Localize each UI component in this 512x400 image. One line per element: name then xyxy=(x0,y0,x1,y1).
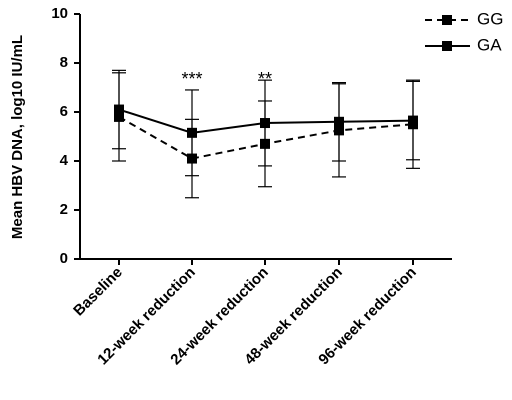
y-tick-label: 6 xyxy=(60,103,68,120)
legend-marker xyxy=(442,15,452,25)
data-point xyxy=(334,116,344,127)
legend-item-ga: GA xyxy=(425,35,502,54)
data-point xyxy=(187,127,197,138)
data-point xyxy=(408,115,418,126)
y-tick-label: 10 xyxy=(51,5,68,22)
y-tick-label: 2 xyxy=(60,201,68,218)
x-tick-label: Baseline xyxy=(70,264,126,320)
y-tick-label: 0 xyxy=(60,250,68,267)
y-axis: 0 2 4 6 8 10 xyxy=(51,5,81,267)
data-point xyxy=(114,104,124,115)
legend-label: GA xyxy=(477,35,502,54)
series-gg xyxy=(112,72,420,199)
legend: GG GA xyxy=(425,9,503,54)
significance-marker: ** xyxy=(258,69,272,89)
series-ga xyxy=(112,69,420,177)
y-axis-title: Mean HBV DNA, log10 IU/mL xyxy=(9,35,26,239)
legend-item-gg: GG xyxy=(425,9,503,28)
y-tick-label: 8 xyxy=(60,54,68,71)
data-point xyxy=(260,118,270,129)
y-tick-label: 4 xyxy=(60,152,69,169)
legend-marker xyxy=(442,41,452,51)
significance-marker: *** xyxy=(181,69,202,89)
legend-label: GG xyxy=(477,9,503,28)
